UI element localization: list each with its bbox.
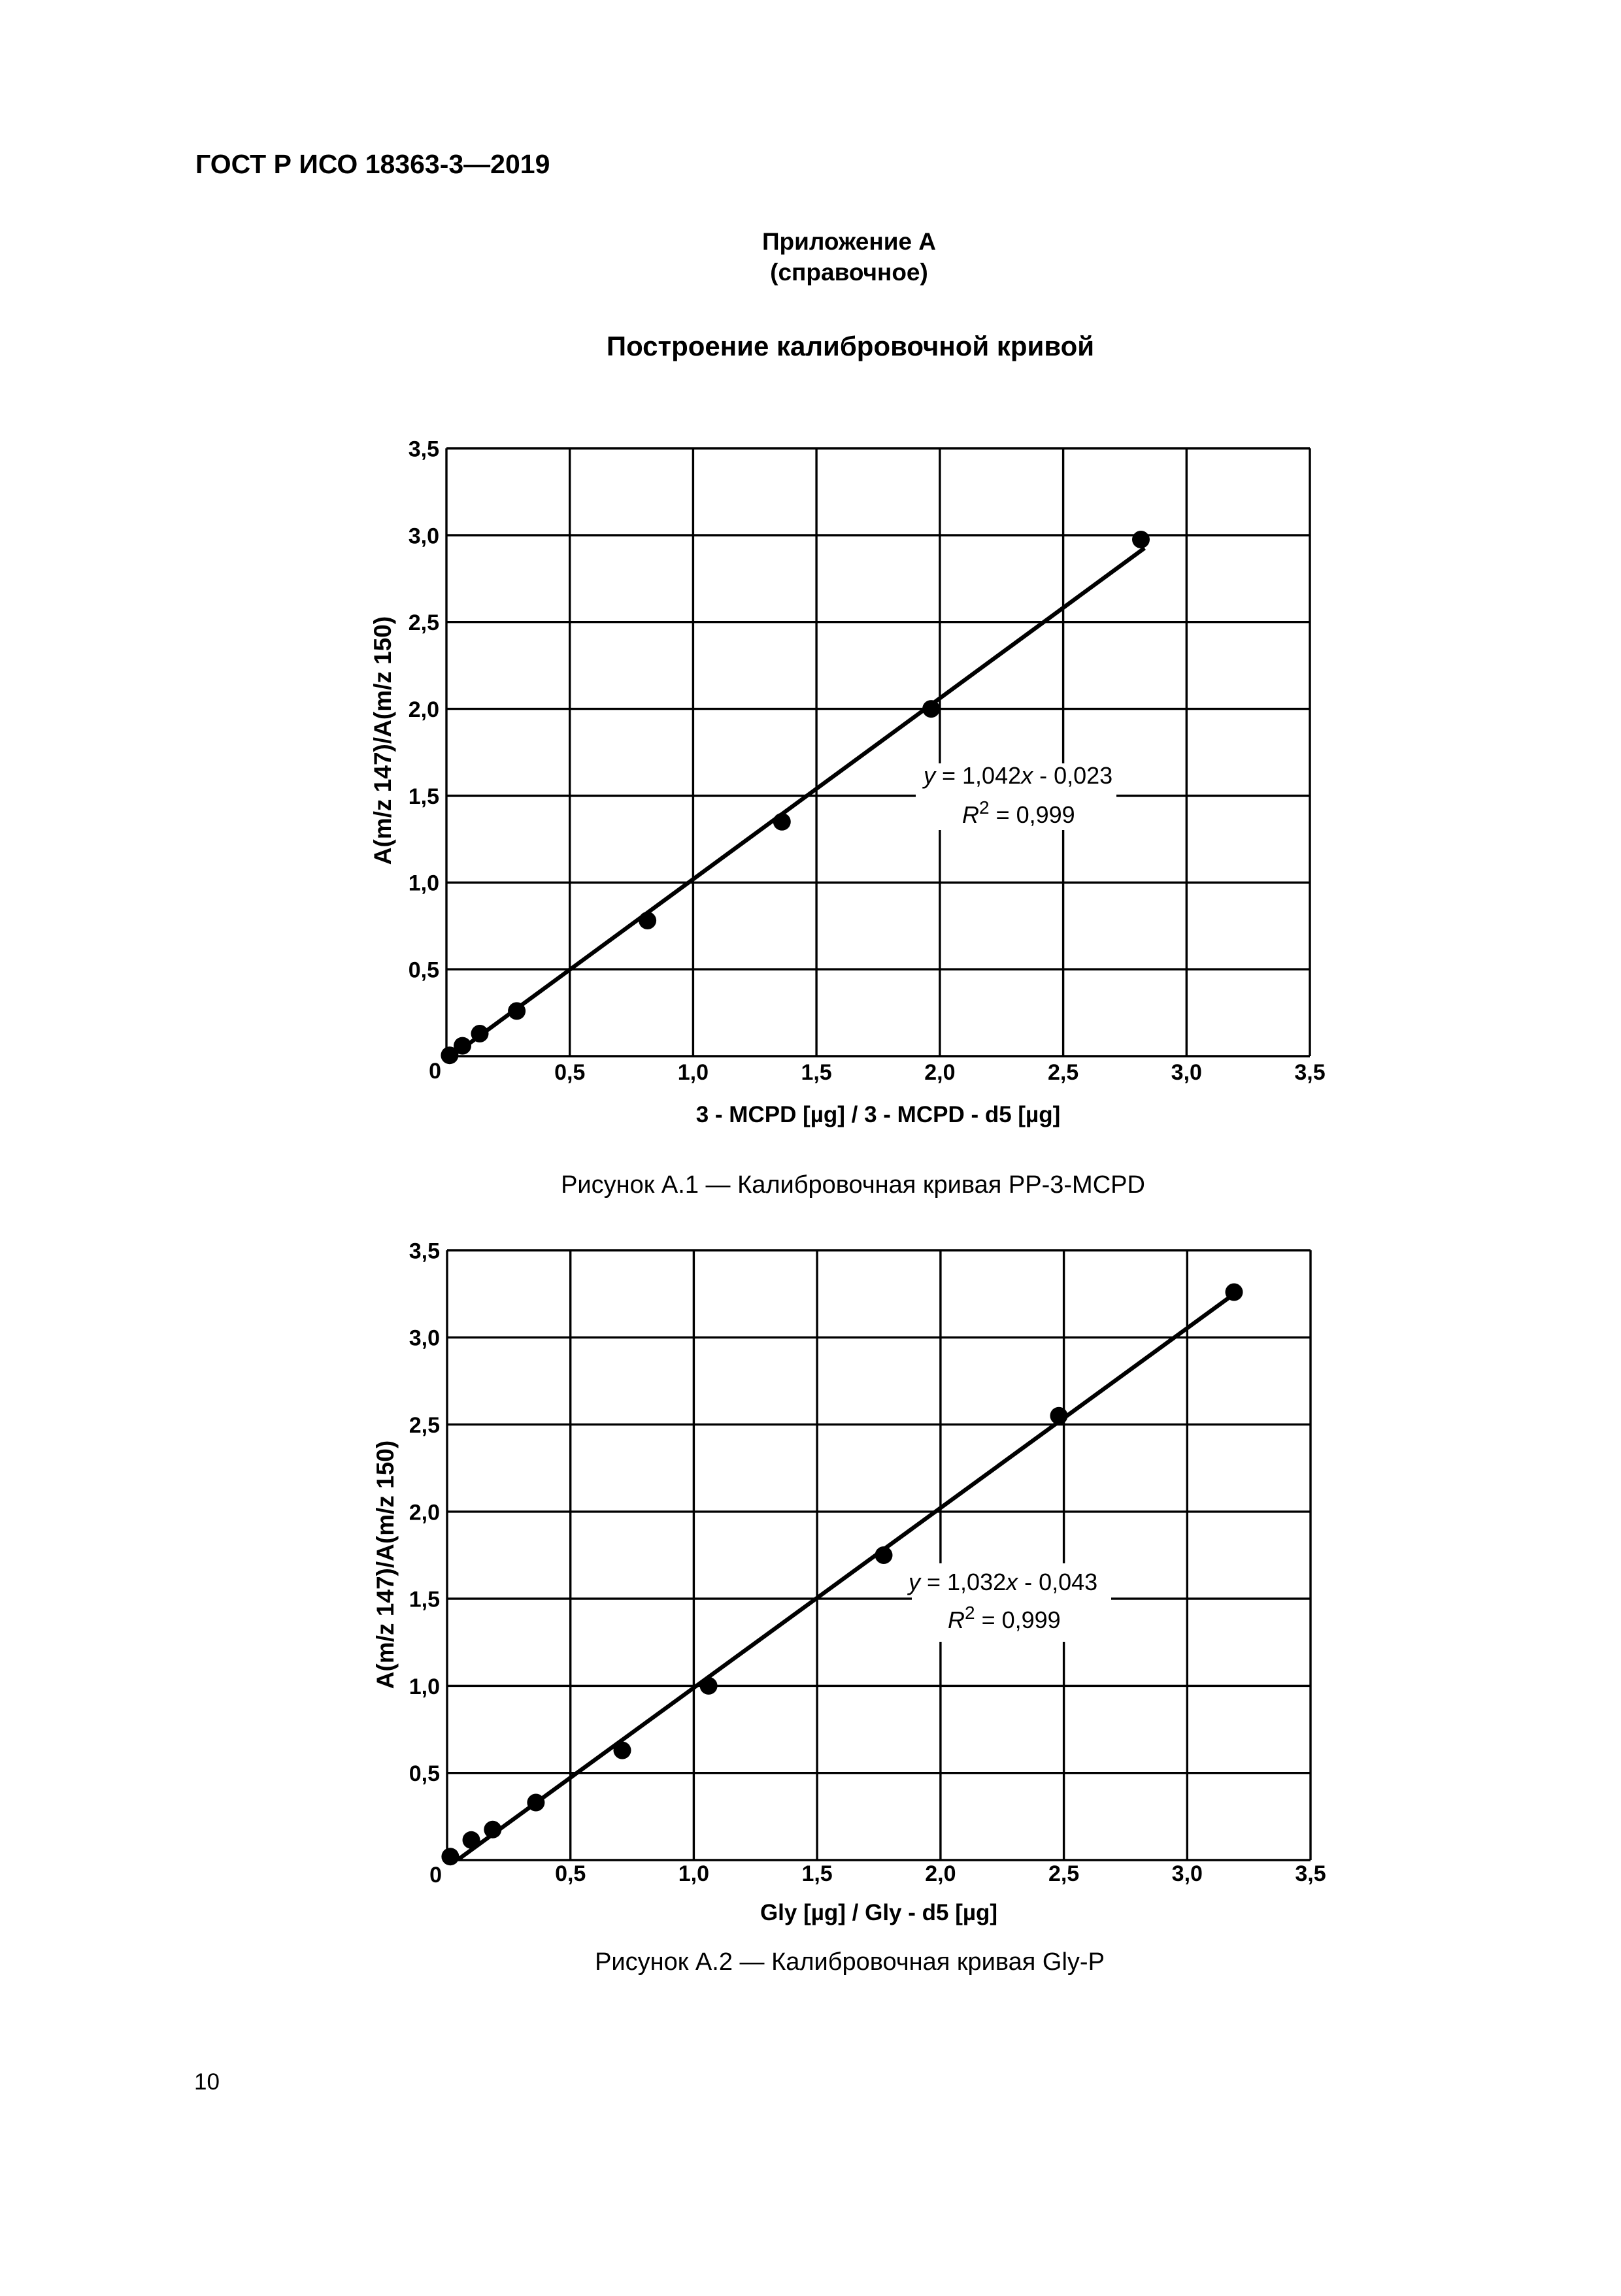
svg-text:2,5: 2,5	[1048, 1060, 1078, 1085]
svg-text:1,0: 1,0	[678, 1060, 709, 1085]
svg-text:0,5: 0,5	[409, 1761, 440, 1786]
svg-text:2,5: 2,5	[409, 1413, 440, 1438]
svg-text:ГОСТ Р ИСО 18363-3—2019: ГОСТ Р ИСО 18363-3—2019	[195, 149, 550, 179]
svg-text:(справочное): (справочное)	[770, 259, 928, 286]
svg-text:3,0: 3,0	[1171, 1060, 1202, 1085]
svg-text:A(m/z 147)/A(m/z 150): A(m/z 147)/A(m/z 150)	[369, 616, 396, 865]
svg-text:1,5: 1,5	[801, 1060, 831, 1085]
svg-text:y = 1,032x - 0,043: y = 1,032x - 0,043	[907, 1569, 1097, 1595]
svg-text:y = 1,042x - 0,023: y = 1,042x - 0,023	[922, 762, 1112, 789]
svg-text:1,0: 1,0	[678, 1861, 709, 1886]
svg-text:1,5: 1,5	[409, 1588, 440, 1612]
svg-text:2,5: 2,5	[1048, 1861, 1079, 1886]
svg-text:3,5: 3,5	[409, 1239, 440, 1263]
svg-text:3,0: 3,0	[409, 524, 439, 548]
svg-text:10: 10	[194, 2069, 220, 2095]
svg-text:A(m/z 147)/A(m/z 150): A(m/z 147)/A(m/z 150)	[372, 1440, 399, 1689]
svg-text:2,5: 2,5	[409, 610, 439, 635]
svg-text:R2​ = 0,999: R2​ = 0,999	[962, 797, 1075, 828]
svg-text:3,0: 3,0	[1172, 1861, 1203, 1886]
svg-text:2,0: 2,0	[924, 1060, 955, 1085]
svg-text:2,0: 2,0	[409, 1500, 440, 1525]
svg-text:Приложение А: Приложение А	[762, 228, 936, 255]
svg-text:0,5: 0,5	[555, 1861, 586, 1886]
svg-text:0,5: 0,5	[554, 1060, 585, 1085]
svg-text:3,5: 3,5	[1294, 1060, 1325, 1085]
svg-text:0,5: 0,5	[409, 958, 439, 983]
svg-text:3,0: 3,0	[409, 1326, 440, 1351]
svg-text:3,5: 3,5	[1295, 1861, 1326, 1886]
svg-text:R2​ = 0,999: R2​ = 0,999	[948, 1603, 1061, 1633]
svg-text:2,0: 2,0	[925, 1861, 956, 1886]
svg-text:3 - MCPD [µg] / 3 - MCPD - d5: 3 - MCPD [µg] / 3 - MCPD - d5 [µg]	[696, 1102, 1061, 1127]
svg-text:3,5: 3,5	[409, 437, 439, 461]
svg-text:2,0: 2,0	[409, 697, 439, 722]
svg-text:0: 0	[429, 1863, 442, 1888]
svg-text:1,5: 1,5	[409, 784, 439, 809]
svg-text:Рисунок А.2 — Калибровочная кр: Рисунок А.2 — Калибровочная кривая Gly-P	[595, 1948, 1105, 1976]
svg-text:1,0: 1,0	[409, 1674, 440, 1699]
svg-text:Рисунок А.1 — Калибровочная кр: Рисунок А.1 — Калибровочная кривая РР-3-…	[561, 1171, 1145, 1199]
svg-text:1,5: 1,5	[801, 1861, 832, 1886]
svg-text:Построение калибровочной криво: Построение калибровочной кривой	[607, 331, 1094, 361]
svg-text:Gly [µg] / Gly - d5 [µg]: Gly [µg] / Gly - d5 [µg]	[760, 1900, 997, 1925]
svg-text:0: 0	[429, 1059, 441, 1084]
svg-text:1,0: 1,0	[409, 871, 439, 896]
